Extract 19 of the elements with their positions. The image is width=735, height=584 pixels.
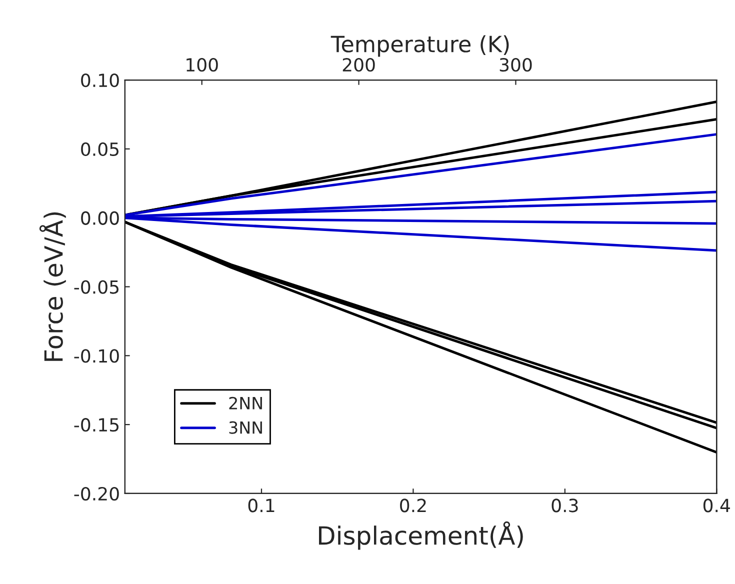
x2-tick-label: 100 <box>186 58 218 72</box>
legend-label: 3NN <box>229 421 262 434</box>
x-tick-label: 0.4 <box>703 498 730 512</box>
x-axis-title: Displacement(Å) <box>319 521 523 550</box>
x-tick-label: 0.3 <box>552 498 578 512</box>
y-tick-label: 0.00 <box>81 211 119 225</box>
x2-tick-label: 200 <box>342 58 375 72</box>
x-tick-label: 0.2 <box>400 498 426 512</box>
y-tick-label: 0.10 <box>81 73 119 88</box>
y-tick-label: -0.15 <box>74 418 119 432</box>
y-tick-label: -0.10 <box>74 349 119 363</box>
x2-tick-label: 300 <box>500 58 532 72</box>
legend-label: 2NN <box>229 396 262 410</box>
y-tick-label: -0.20 <box>74 486 119 501</box>
y-tick-label: -0.05 <box>74 280 119 294</box>
x2-axis-title: Temperature (K) <box>330 35 509 57</box>
x-tick-label: 0.1 <box>248 498 274 512</box>
y-tick-label: 0.05 <box>81 142 119 156</box>
y-axis-title: Force (eV/Å) <box>39 212 66 361</box>
